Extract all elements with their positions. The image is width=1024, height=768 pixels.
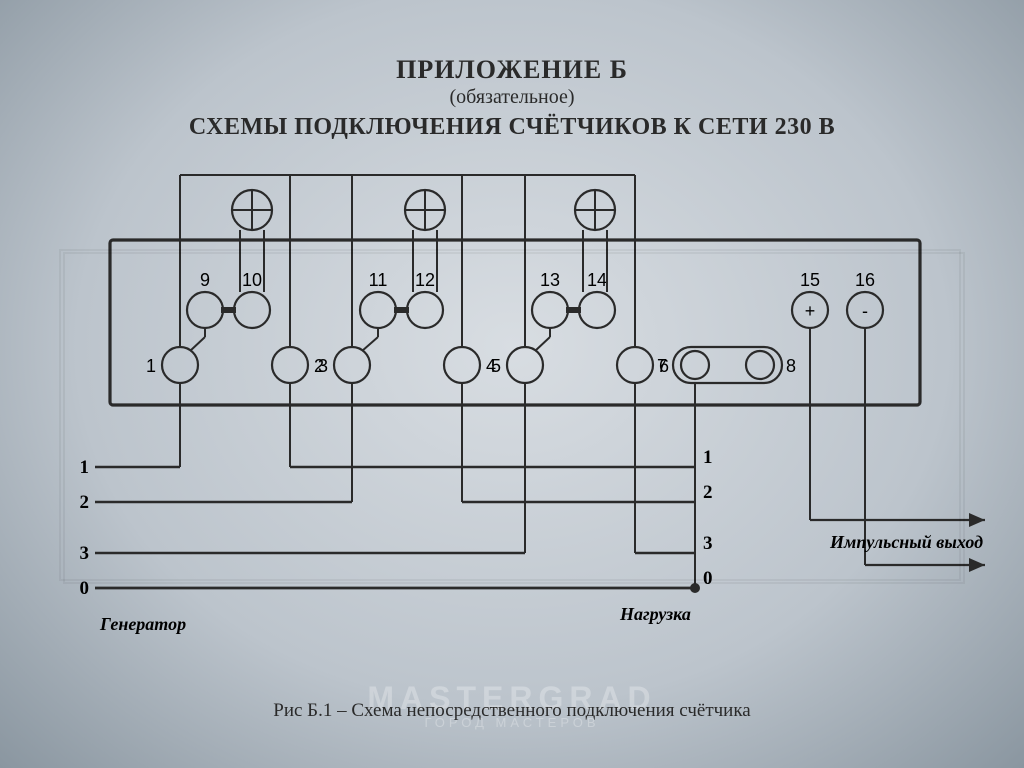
- svg-text:13: 13: [540, 270, 560, 290]
- svg-text:10: 10: [242, 270, 262, 290]
- svg-text:1: 1: [703, 447, 713, 468]
- svg-text:0: 0: [703, 568, 713, 589]
- svg-text:5: 5: [491, 356, 501, 376]
- svg-text:14: 14: [587, 270, 607, 290]
- svg-text:12: 12: [415, 270, 435, 290]
- svg-text:15: 15: [800, 270, 820, 290]
- wiring-diagram: 123456789101112131415+16-12301230Генерат…: [0, 0, 1024, 768]
- svg-text:3: 3: [318, 356, 328, 376]
- svg-text:0: 0: [80, 578, 90, 599]
- svg-text:9: 9: [200, 270, 210, 290]
- svg-text:-: -: [862, 301, 868, 321]
- svg-text:2: 2: [703, 482, 713, 503]
- svg-text:3: 3: [703, 533, 713, 554]
- svg-text:7: 7: [657, 356, 667, 376]
- svg-text:1: 1: [146, 356, 156, 376]
- svg-text:2: 2: [80, 492, 90, 513]
- svg-text:+: +: [805, 301, 816, 321]
- svg-text:1: 1: [80, 457, 90, 478]
- svg-text:Генератор: Генератор: [99, 614, 186, 634]
- figure-caption: Рис Б.1 – Схема непосредственного подклю…: [0, 700, 1024, 722]
- svg-text:8: 8: [786, 356, 796, 376]
- svg-text:11: 11: [369, 270, 388, 290]
- page: ПРИЛОЖЕНИЕ Б (обязательное) СХЕМЫ ПОДКЛЮ…: [0, 0, 1024, 768]
- svg-text:3: 3: [80, 543, 90, 564]
- svg-text:Нагрузка: Нагрузка: [619, 604, 691, 624]
- svg-text:16: 16: [855, 270, 875, 290]
